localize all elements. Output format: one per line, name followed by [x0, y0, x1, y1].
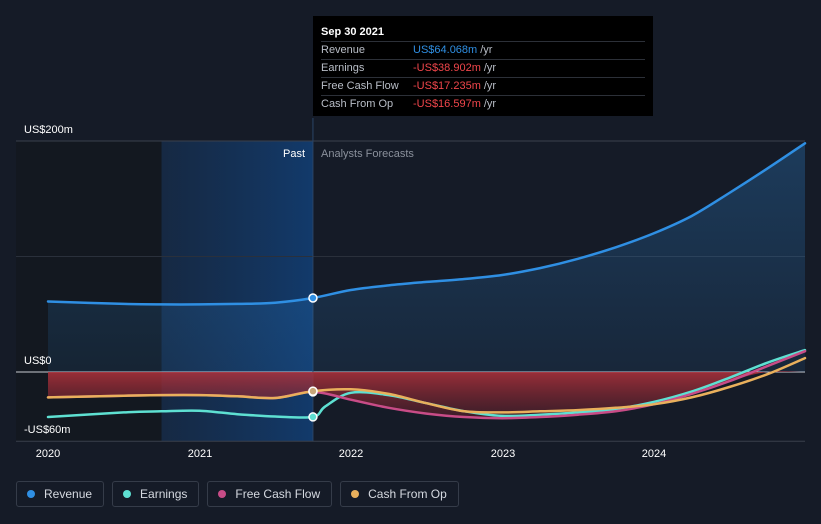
tooltip-unit: /yr [480, 44, 493, 56]
tooltip-value: -US$17.235m [413, 80, 481, 92]
legend-item-cash-from-op[interactable]: Cash From Op [340, 481, 459, 507]
x-tick-2023: 2023 [491, 448, 515, 460]
y-label-bottom: -US$60m [24, 424, 70, 436]
past-label: Past [283, 148, 305, 160]
tooltip-row-free-cash-flow: Free Cash Flow -US$17.235m /yr [321, 77, 645, 95]
cash-from-op-marker [308, 386, 318, 396]
tooltip-value: -US$16.597m [413, 98, 481, 110]
x-tick-2022: 2022 [339, 448, 363, 460]
revenue-line [46, 142, 807, 306]
legend-item-revenue[interactable]: Revenue [16, 481, 105, 507]
legend-item-free-cash-flow[interactable]: Free Cash Flow [207, 481, 333, 507]
tooltip-unit: /yr [483, 98, 497, 110]
legend-label: Revenue [44, 487, 93, 501]
tooltip-row-revenue: Revenue US$64.068m /yr [321, 41, 645, 59]
tooltip-row-earnings: Earnings -US$38.902m /yr [321, 59, 645, 77]
tooltip-unit: /yr [483, 80, 497, 92]
x-tick-2021: 2021 [188, 448, 212, 460]
tooltip-row-cash-from-op: Cash From Op -US$16.597m /yr [321, 95, 645, 113]
cash-from-op-dot-icon [351, 490, 360, 498]
tooltip-value: US$64.068m [413, 44, 478, 56]
y-label-top: US$200m [24, 124, 73, 136]
data-tooltip: Sep 30 2021 Revenue US$64.068m /yr Earni… [313, 16, 653, 116]
x-tick-2024: 2024 [642, 448, 666, 460]
revenue-dot-icon [27, 490, 35, 498]
legend-label: Free Cash Flow [235, 487, 321, 501]
tooltip-date: Sep 30 2021 [321, 26, 384, 38]
forecast-label: Analysts Forecasts [321, 148, 414, 160]
free-cash-flow-dot-icon [218, 490, 227, 498]
legend: Revenue Earnings Free Cash Flow Cash Fro… [16, 481, 459, 507]
earnings-dot-icon [123, 490, 132, 498]
legend-item-earnings[interactable]: Earnings [112, 481, 200, 507]
tooltip-label: Revenue [321, 44, 366, 56]
legend-label: Cash From Op [368, 487, 447, 501]
revenue-area [48, 143, 805, 372]
y-label-zero: US$0 [24, 355, 52, 367]
cash-from-op-line [46, 356, 807, 414]
loss-area [48, 371, 805, 419]
tooltip-label: Free Cash Flow [321, 80, 399, 92]
earnings-marker [308, 412, 318, 422]
x-tick-2020: 2020 [36, 448, 60, 460]
revenue-marker [308, 293, 318, 303]
legend-label: Earnings [140, 487, 188, 501]
tooltip-unit: /yr [483, 62, 497, 74]
tooltip-label: Cash From Op [321, 98, 394, 110]
tooltip-value: -US$38.902m [413, 62, 481, 74]
tooltip-label: Earnings [321, 62, 365, 74]
